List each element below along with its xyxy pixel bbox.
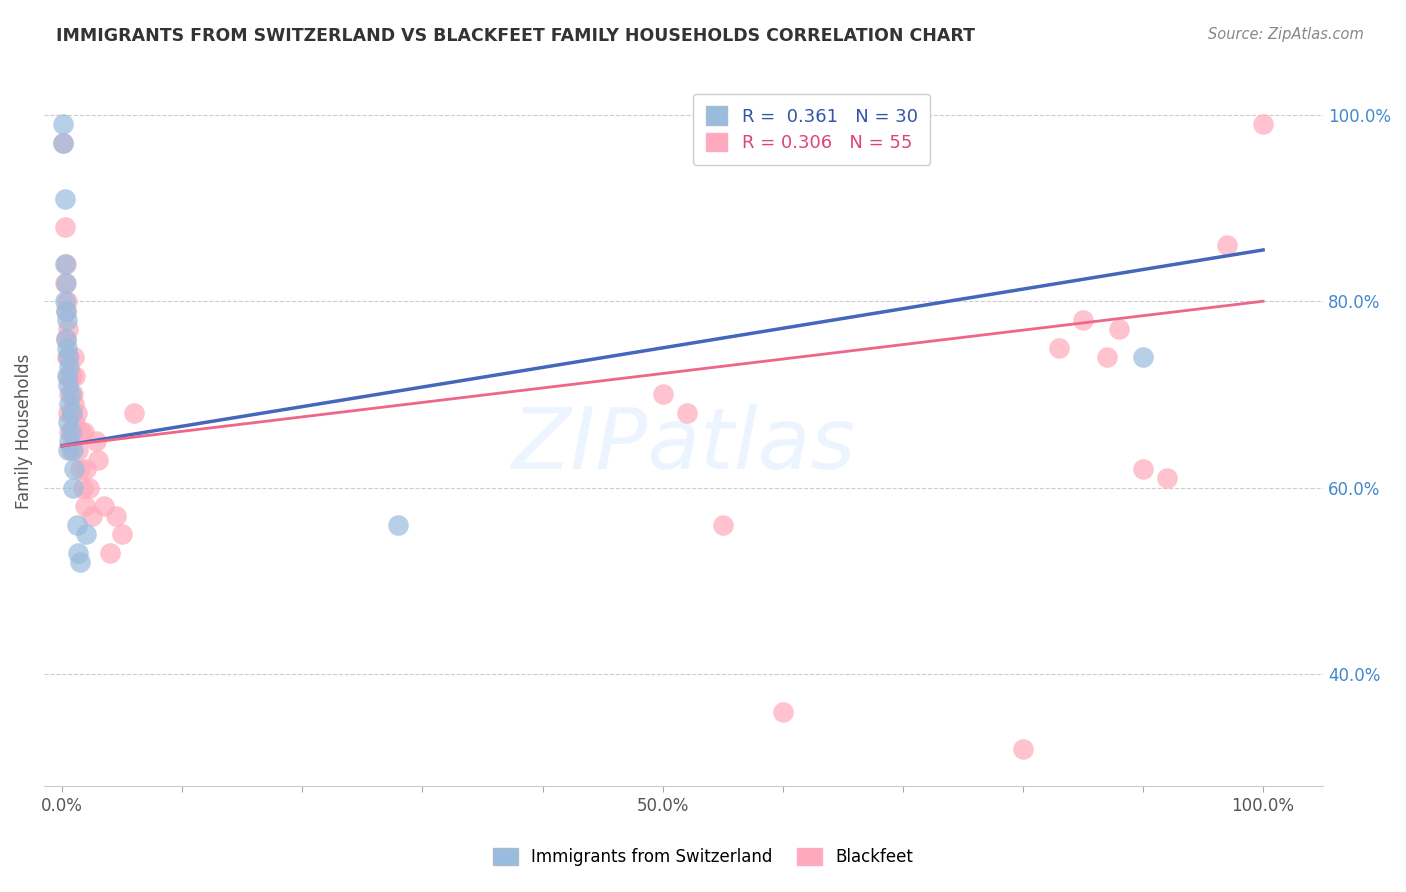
Point bbox=[56, 443, 79, 458]
Point bbox=[52, 136, 75, 150]
Point bbox=[56, 378, 79, 392]
Point bbox=[60, 406, 83, 420]
Point bbox=[56, 350, 79, 364]
Point bbox=[65, 368, 87, 383]
Point bbox=[59, 406, 82, 420]
Point bbox=[59, 368, 82, 383]
Point bbox=[55, 276, 77, 290]
Point bbox=[1132, 462, 1154, 476]
Point bbox=[1071, 313, 1094, 327]
Point bbox=[1095, 350, 1118, 364]
Point bbox=[62, 425, 84, 439]
Point bbox=[73, 500, 96, 514]
Point bbox=[55, 303, 77, 318]
Point bbox=[1012, 742, 1035, 756]
Point bbox=[105, 508, 128, 523]
Point bbox=[58, 387, 80, 401]
Point bbox=[52, 117, 75, 131]
Point bbox=[53, 192, 76, 206]
Point bbox=[1047, 341, 1070, 355]
Legend: R =  0.361   N = 30, R = 0.306   N = 55: R = 0.361 N = 30, R = 0.306 N = 55 bbox=[693, 94, 931, 165]
Point bbox=[1108, 322, 1130, 336]
Point bbox=[58, 434, 80, 449]
Point bbox=[75, 462, 97, 476]
Point bbox=[56, 322, 79, 336]
Point bbox=[77, 481, 100, 495]
Point bbox=[53, 294, 76, 309]
Point bbox=[56, 368, 79, 383]
Point bbox=[70, 425, 93, 439]
Point bbox=[63, 462, 86, 476]
Point bbox=[65, 406, 87, 420]
Point bbox=[62, 481, 84, 495]
Point bbox=[59, 387, 82, 401]
Text: ZIPatlas: ZIPatlas bbox=[512, 404, 856, 487]
Point bbox=[82, 508, 104, 523]
Point bbox=[52, 136, 75, 150]
Point bbox=[772, 705, 794, 719]
Point bbox=[675, 406, 697, 420]
Point bbox=[66, 546, 89, 560]
Point bbox=[711, 518, 734, 533]
Point bbox=[56, 294, 79, 309]
Point bbox=[1216, 238, 1239, 252]
Point bbox=[111, 527, 134, 541]
Point bbox=[1132, 350, 1154, 364]
Point bbox=[58, 359, 80, 374]
Point bbox=[56, 350, 79, 364]
Point bbox=[55, 332, 77, 346]
Point bbox=[55, 257, 77, 271]
Point bbox=[58, 397, 80, 411]
Point bbox=[55, 303, 77, 318]
Point bbox=[55, 332, 77, 346]
Point bbox=[72, 481, 94, 495]
Legend: Immigrants from Switzerland, Blackfeet: Immigrants from Switzerland, Blackfeet bbox=[484, 840, 922, 875]
Point bbox=[53, 219, 76, 234]
Point bbox=[73, 425, 96, 439]
Point bbox=[58, 350, 80, 364]
Point bbox=[60, 368, 83, 383]
Point bbox=[56, 341, 79, 355]
Text: IMMIGRANTS FROM SWITZERLAND VS BLACKFEET FAMILY HOUSEHOLDS CORRELATION CHART: IMMIGRANTS FROM SWITZERLAND VS BLACKFEET… bbox=[56, 27, 976, 45]
Point bbox=[56, 368, 79, 383]
Point bbox=[122, 406, 145, 420]
Point bbox=[59, 443, 82, 458]
Y-axis label: Family Households: Family Households bbox=[15, 354, 32, 509]
Text: Source: ZipAtlas.com: Source: ZipAtlas.com bbox=[1208, 27, 1364, 42]
Point bbox=[63, 397, 86, 411]
Point bbox=[69, 462, 91, 476]
Point bbox=[1251, 117, 1274, 131]
Point bbox=[69, 555, 91, 569]
Point bbox=[65, 416, 87, 430]
Point bbox=[75, 527, 97, 541]
Point bbox=[62, 443, 84, 458]
Point bbox=[53, 276, 76, 290]
Point bbox=[59, 425, 82, 439]
Point bbox=[65, 518, 87, 533]
Point bbox=[62, 387, 84, 401]
Point bbox=[87, 452, 110, 467]
Point bbox=[60, 406, 83, 420]
Point bbox=[93, 500, 115, 514]
Point bbox=[66, 443, 89, 458]
Point bbox=[98, 546, 121, 560]
Point bbox=[387, 518, 409, 533]
Point bbox=[56, 406, 79, 420]
Point bbox=[56, 416, 79, 430]
Point bbox=[56, 313, 79, 327]
Point bbox=[53, 257, 76, 271]
Point bbox=[1156, 471, 1178, 485]
Point bbox=[84, 434, 107, 449]
Point bbox=[63, 350, 86, 364]
Point bbox=[58, 425, 80, 439]
Point bbox=[651, 387, 673, 401]
